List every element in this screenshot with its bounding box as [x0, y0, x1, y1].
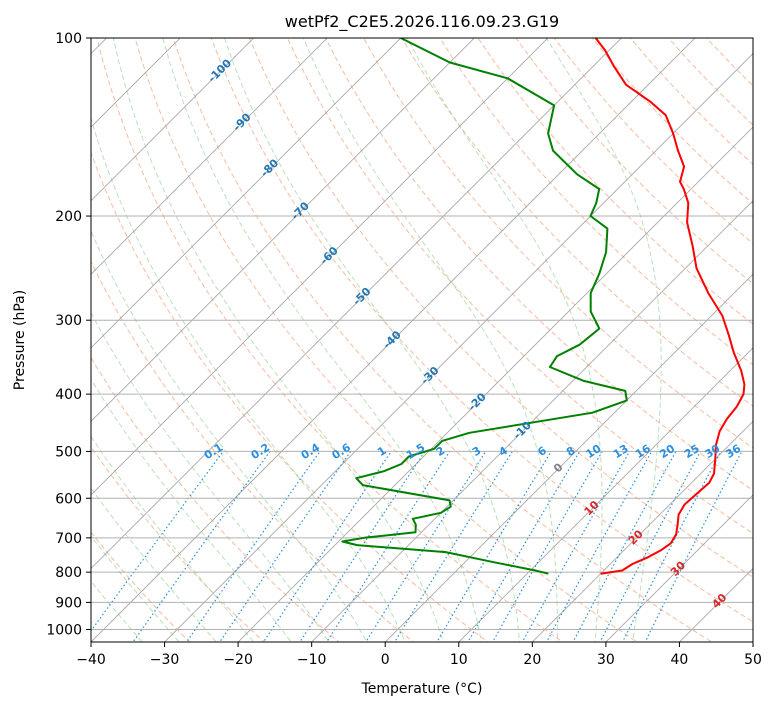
isotherm-line — [311, 200, 753, 642]
moist-adiabat — [112, 38, 444, 642]
y-tick-label: 100 — [55, 31, 82, 47]
dewpoint-profile-line — [341, 38, 628, 575]
isotherm-line — [458, 347, 753, 642]
dry-adiabat — [439, 38, 753, 366]
plot-background — [91, 38, 753, 642]
moist-adiabat — [223, 38, 521, 642]
y-tick-label: 500 — [55, 444, 82, 460]
y-axis-label: Pressure (hPa) — [12, 290, 28, 390]
x-tick-label: 40 — [671, 652, 689, 668]
moist-adiabat — [91, 116, 406, 642]
dry-adiabat — [91, 260, 415, 642]
isotherm-line — [91, 38, 696, 642]
dry-adiabat — [477, 38, 753, 325]
x-tick-label: 20 — [523, 652, 541, 668]
dry-adiabat — [96, 38, 564, 642]
dry-adiabat — [210, 38, 753, 623]
profile-series — [341, 38, 746, 575]
x-tick-label: −20 — [223, 652, 253, 668]
y-tick-label: 700 — [55, 531, 82, 547]
temperature-profile-line — [594, 38, 746, 575]
moist-adiabat — [91, 229, 368, 642]
x-tick-label: −40 — [76, 652, 106, 668]
isotherm-line — [752, 641, 753, 642]
x-tick-label: −10 — [297, 652, 327, 668]
moist-adiabat — [91, 580, 143, 642]
x-tick-label: 50 — [744, 652, 762, 668]
dry-adiabat — [134, 38, 639, 642]
dry-adiabat — [91, 445, 265, 642]
dry-adiabat — [515, 38, 753, 285]
isotherm-line — [91, 38, 549, 496]
moist-adiabat — [91, 535, 180, 642]
y-tick-label: 900 — [55, 595, 82, 611]
y-tick-label: 400 — [55, 387, 82, 403]
chart-title: wetPf2_C2E5.2026.116.09.23.G19 — [285, 12, 559, 32]
y-tick-label: 300 — [55, 313, 82, 329]
dry-adiabat — [91, 531, 191, 642]
x-tick-label: 10 — [450, 652, 468, 668]
isotherm-line — [91, 38, 402, 349]
reference-lines — [91, 38, 753, 642]
moist-adiabat — [406, 38, 603, 642]
y-tick-label: 1000 — [46, 622, 82, 638]
dry-adiabat — [172, 38, 713, 642]
isotherm-line — [91, 38, 475, 422]
moist-adiabat — [162, 38, 482, 642]
axes: −40 −30 −20 −10 0 10 20 30 40 50 100 200 300 400 500 60… — [46, 31, 762, 668]
isotherm-line — [91, 38, 328, 275]
x-tick-label: 0 — [381, 652, 390, 668]
isotherm-line — [91, 38, 254, 202]
moist-adiabat — [91, 378, 292, 642]
isotherm-line — [532, 420, 753, 642]
pressure-gridlines — [91, 38, 753, 630]
isotherm-line — [237, 126, 753, 642]
isotherm-line — [605, 494, 753, 642]
moist-adiabat — [91, 487, 217, 642]
dry-adiabat — [324, 38, 753, 491]
dry-adiabat — [91, 151, 489, 642]
dry-adiabat — [91, 356, 340, 642]
moist-adiabat — [91, 435, 255, 642]
isotherm-line — [164, 52, 753, 642]
isotherm-line — [384, 273, 753, 642]
y-tick-label: 600 — [55, 491, 82, 507]
x-tick-label: −30 — [150, 652, 180, 668]
x-tick-label: 30 — [597, 652, 615, 668]
isotherm-line — [91, 38, 622, 570]
dry-adiabat — [248, 38, 753, 578]
x-axis-label: Temperature (°C) — [361, 681, 483, 697]
y-tick-label: 800 — [55, 565, 82, 581]
dry-adiabat — [363, 38, 753, 449]
y-tick-label: 200 — [55, 209, 82, 225]
plot-frame — [90, 37, 754, 643]
